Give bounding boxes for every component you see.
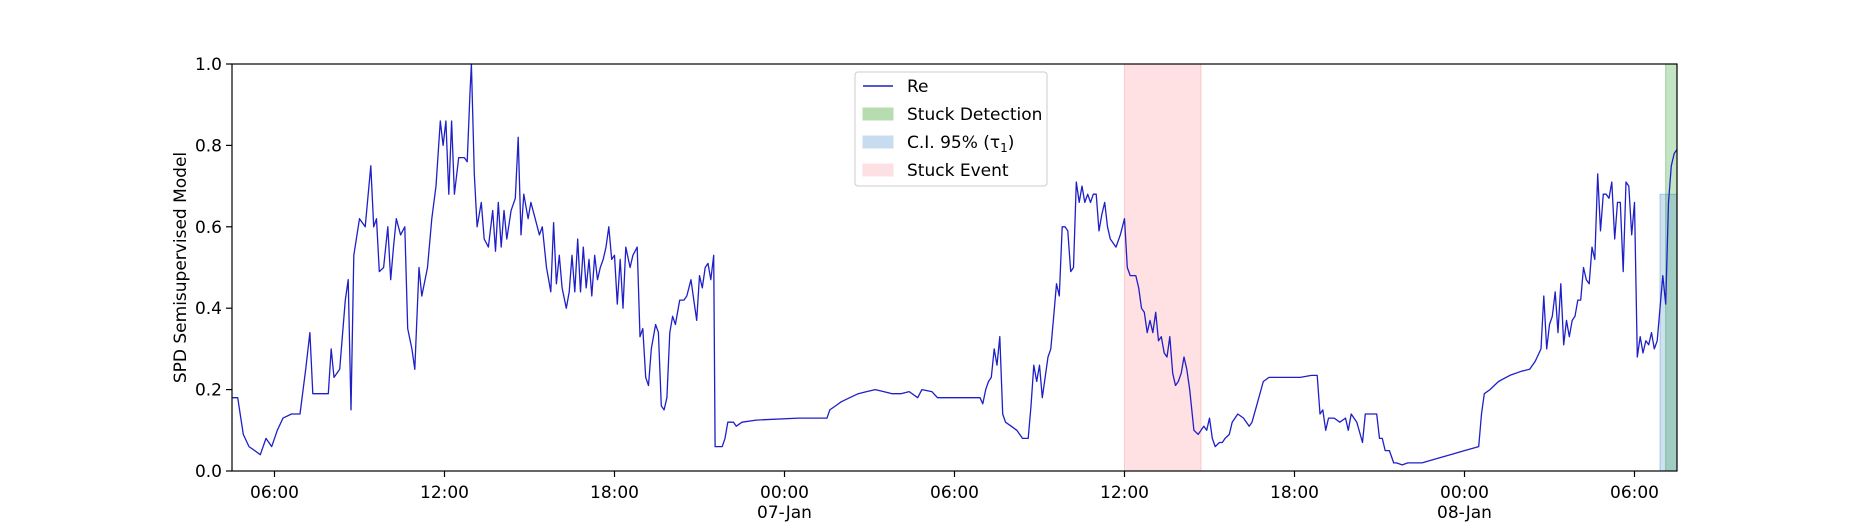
legend-label: Stuck Event [907, 161, 1009, 181]
x-tick-label: 06:00 [930, 483, 979, 503]
band-c-i-95-tau-1 [1659, 193, 1678, 472]
series-layer [232, 63, 1678, 466]
legend-swatch-patch [862, 107, 894, 121]
x-tick-label: 08-Jan [1437, 503, 1492, 523]
y-tick-label: 0.4 [195, 299, 222, 319]
x-tick-label: 12:00 [420, 483, 469, 503]
series-line-re [232, 63, 1678, 466]
legend-swatch-patch [862, 135, 894, 149]
x-tick-label: 18:00 [1270, 483, 1319, 503]
x-tick-label: 07-Jan [757, 503, 812, 523]
legend-label: Stuck Detection [907, 105, 1042, 125]
legend-label: C.I. 95% (τ1) [907, 133, 1014, 155]
legend-box [854, 71, 1048, 187]
x-tick-label: 06:00 [250, 483, 299, 503]
legend-swatch-patch [862, 163, 894, 177]
legend-label: Re [907, 77, 929, 97]
y-tick-label: 0.0 [195, 462, 222, 482]
y-tick-label: 0.8 [195, 136, 222, 156]
x-tick-label: 00:00 [760, 483, 809, 503]
x-tick-label: 18:00 [590, 483, 639, 503]
band-stuck-event [1124, 63, 1202, 472]
band-layer [1124, 63, 1678, 472]
legend: Re Stuck Detection C.I. 95% (τ1) Stuck Even… [854, 71, 1048, 187]
x-tick-label: 00:00 [1440, 483, 1489, 503]
x-axis: 06:0012:0018:0000:0007-Jan190006:0012:00… [250, 471, 1659, 525]
x-tick-label: 06:00 [1610, 483, 1659, 503]
y-tick-label: 1.0 [195, 55, 222, 75]
y-tick-label: 0.6 [195, 218, 222, 238]
y-axis-label: SPD Semisupervised Model [171, 152, 191, 383]
x-tick-label: 12:00 [1100, 483, 1149, 503]
y-tick-label: 0.2 [195, 381, 222, 401]
y-axis: 0.0 0.2 0.4 0.6 0.8 1.0 [195, 55, 232, 482]
x-tick-label: 1900 [763, 523, 806, 525]
